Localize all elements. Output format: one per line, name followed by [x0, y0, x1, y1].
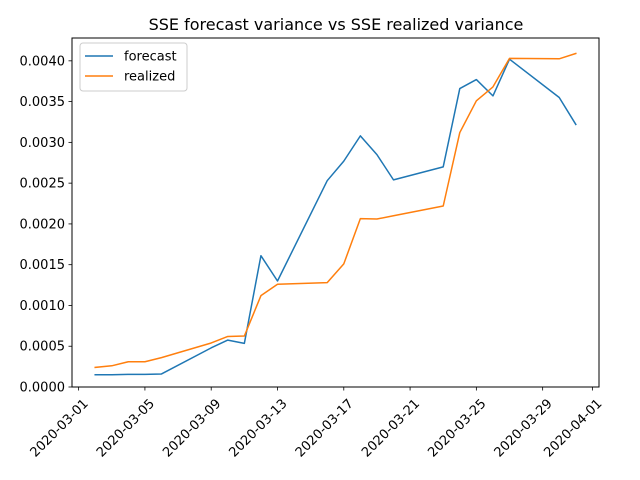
y-tick-label: 0.0035 [20, 95, 66, 110]
legend-box [79, 42, 188, 92]
x-axis: 2020-03-01 2020-03-05 2020-03-09 2020-03-13… [28, 387, 605, 460]
y-tick-label: 0.0040 [20, 54, 66, 69]
y-tick-label: 0.0025 [20, 177, 66, 192]
plot-area-frame [71, 37, 600, 388]
legend: forecast realized [79, 42, 188, 92]
x-tick-label: 2020-03-21 [359, 396, 423, 460]
x-tick-label: 2020-03-05 [94, 396, 158, 460]
x-tick-label: 2020-03-09 [160, 396, 224, 460]
y-tick-label: 0.0015 [20, 258, 66, 273]
series-line-realized [94, 52, 577, 369]
series-line-forecast [94, 58, 577, 376]
chart-title: SSE forecast variance vs SSE realized va… [149, 15, 524, 34]
x-tick-label: 2020-03-25 [425, 396, 489, 460]
series-layer [94, 52, 577, 376]
legend-realized-label: realized [124, 70, 175, 85]
y-tick-label: 0.0005 [20, 340, 66, 355]
y-axis: 0.0000 0.0005 0.0010 0.0015 0.0020 0.0025 0.00… [20, 54, 72, 396]
x-tick-label: 2020-03-17 [293, 396, 357, 460]
y-tick-label: 0.0010 [20, 299, 66, 314]
x-tick-label: 2020-03-01 [28, 396, 92, 460]
legend-forecast-label: forecast [124, 50, 177, 65]
y-tick-label: 0.0000 [20, 381, 66, 396]
x-tick-label: 2020-03-13 [227, 396, 291, 460]
y-tick-label: 0.0020 [20, 217, 66, 232]
y-tick-label: 0.0030 [20, 136, 66, 151]
